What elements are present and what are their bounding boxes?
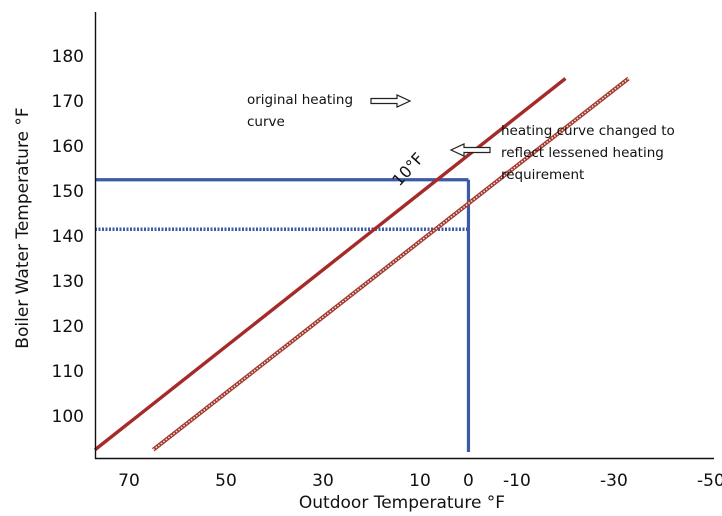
x-tick-label: 70 (118, 471, 140, 491)
x-tick-label: 0 (463, 471, 474, 491)
y-tick-label: 110 (52, 362, 84, 382)
y-tick-label: 150 (52, 182, 84, 202)
offset-label: 10°F (388, 149, 427, 190)
annotation-changed-curve: heating curve changed to reflect lessene… (449, 123, 675, 183)
x-tick-labels: 70 50 30 10 0 -10 -30 -50 (118, 471, 722, 491)
annotation-original-line-1: original heating (247, 92, 353, 108)
series-layer (93, 76, 630, 452)
x-tick-label: -10 (503, 471, 531, 491)
y-axis-title: Boiler Water Temperature °F (13, 107, 33, 348)
y-tick-label: 140 (52, 227, 84, 247)
annotation-original-line-2: curve (247, 114, 285, 130)
annotation-changed-line-3: requirement (501, 167, 584, 183)
arrow-right-icon (370, 94, 412, 108)
arrow-left-icon (449, 143, 491, 157)
y-tick-label: 120 (52, 317, 84, 337)
x-axis-title: Outdoor Temperature °F (299, 493, 505, 513)
x-tick-label: -30 (600, 471, 628, 491)
y-tick-label: 170 (52, 92, 84, 112)
x-tick-label: 50 (215, 471, 237, 491)
series-line-changed-dots (152, 77, 629, 451)
annotation-original-curve: original heating curve (247, 92, 412, 130)
series-line-original (93, 77, 567, 452)
y-tick-labels: 100 110 120 130 140 150 160 170 180 (52, 47, 84, 427)
annotation-changed-line-1: heating curve changed to (501, 123, 675, 139)
annotation-changed-line-2: reflect lessened heating (501, 145, 664, 161)
y-tick-label: 180 (52, 47, 84, 67)
y-tick-label: 160 (52, 137, 84, 157)
x-tick-label: 30 (312, 471, 334, 491)
y-tick-label: 130 (52, 272, 84, 292)
reference-lines (95, 178, 471, 452)
x-tick-label: 10 (409, 471, 431, 491)
axes (94, 12, 714, 460)
x-tick-label: -50 (697, 471, 722, 491)
y-tick-label: 100 (52, 407, 84, 427)
